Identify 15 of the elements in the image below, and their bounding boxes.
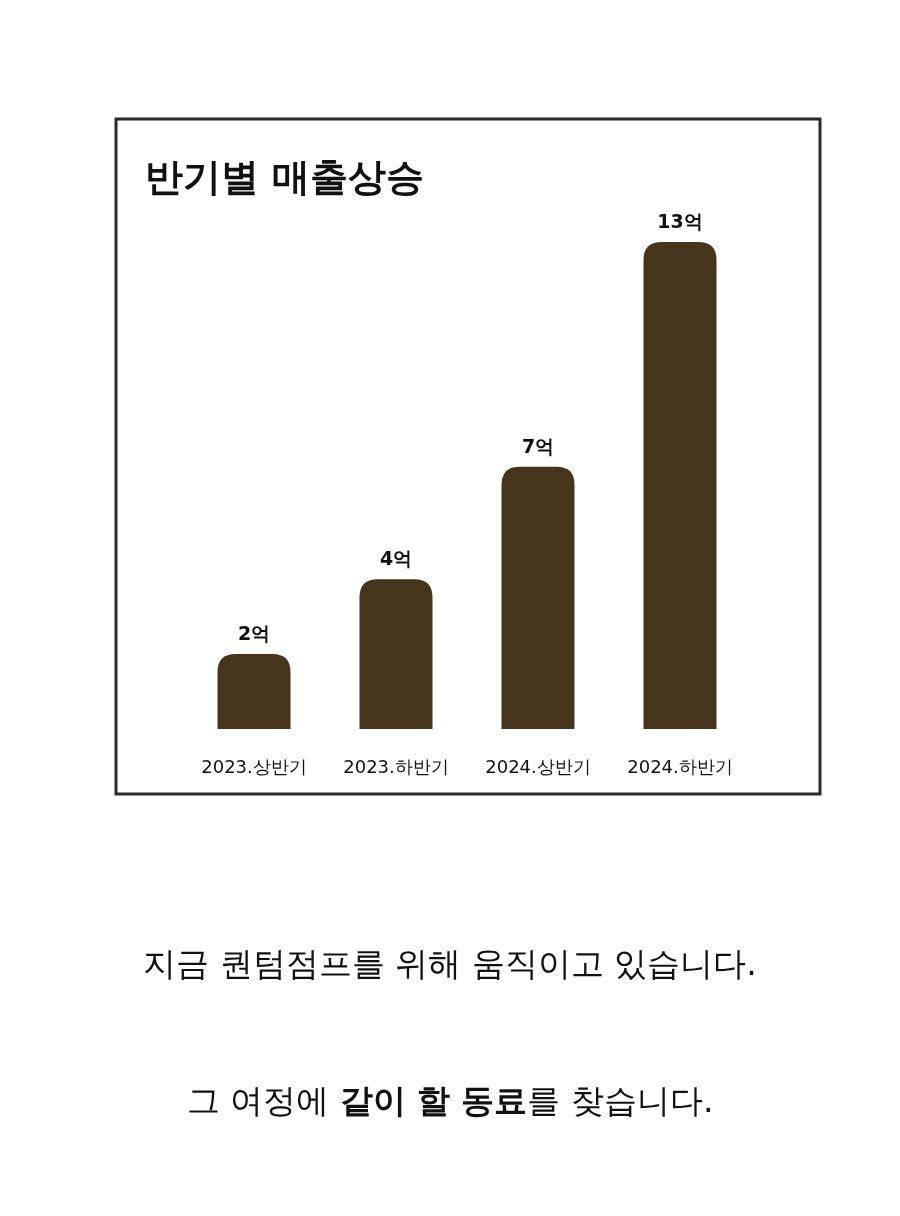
x-tick-label: 2023.하반기 bbox=[343, 756, 449, 777]
bar bbox=[217, 654, 291, 729]
bar bbox=[359, 579, 433, 729]
bar bbox=[643, 242, 717, 729]
chart-title: 반기별 매출상승 bbox=[145, 155, 425, 199]
bar bbox=[501, 466, 575, 729]
x-tick-label: 2024.하반기 bbox=[627, 756, 733, 777]
text: 지금 퀀텀점프를 위해 움직이고 있습니다. bbox=[143, 944, 757, 983]
text: 그 여정에 같이 할 동료를 찾습니다. bbox=[186, 1081, 714, 1120]
data-label: 2억 bbox=[237, 622, 271, 645]
data-label: 7억 bbox=[521, 434, 555, 457]
data-label: 13억 bbox=[657, 210, 703, 232]
data-label: 4억 bbox=[379, 547, 413, 570]
x-tick-label: 2024.상반기 bbox=[485, 756, 591, 777]
x-tick-label: 2023.상반기 bbox=[201, 756, 307, 777]
